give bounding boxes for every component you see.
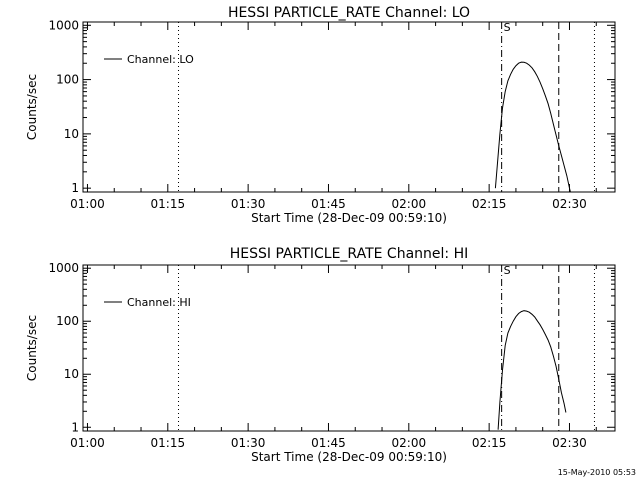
plot-frame (82, 264, 616, 432)
y-tick-label: 100 (56, 73, 79, 87)
event-label: S (504, 264, 511, 277)
y-tick-label: 10 (64, 127, 79, 141)
x-tick-label: 02:00 (392, 197, 427, 211)
x-tick-label: 01:00 (70, 197, 105, 211)
legend-label: Channel: HI (127, 296, 191, 309)
x-tick-label: 01:45 (311, 436, 346, 450)
x-tick-label: 01:45 (311, 197, 346, 211)
y-axis-label: Counts/sec (25, 74, 39, 140)
x-tick-label: 01:15 (151, 436, 186, 450)
chart-panel-lo: HESSI PARTICLE_RATE Channel: LO 01:00 01:1… (25, 5, 616, 225)
y-tick-label: 100 (56, 314, 79, 328)
x-axis-label: Start Time (28-Dec-09 00:59:10) (251, 211, 447, 225)
x-tick-label: 01:30 (231, 197, 266, 211)
y-tick-label: 1 (71, 420, 79, 434)
y-axis-label: Counts/sec (25, 315, 39, 381)
timestamp-footer: 15-May-2010 05:53 (558, 468, 636, 477)
x-tick-label: 01:15 (151, 197, 186, 211)
y-tick-label: 1000 (48, 18, 79, 32)
chart-title: HESSI PARTICLE_RATE Channel: LO (228, 5, 470, 21)
event-label: S (504, 21, 511, 34)
x-tick-label: 02:30 (552, 197, 587, 211)
x-axis-label: Start Time (28-Dec-09 00:59:10) (251, 450, 447, 464)
x-tick-label: 01:30 (231, 436, 266, 450)
x-tick-label: 01:00 (70, 436, 105, 450)
x-tick-label: 02:15 (472, 436, 507, 450)
y-tick-label: 10 (64, 367, 79, 381)
legend-label: Channel: LO (127, 53, 194, 66)
y-tick-label: 1 (71, 181, 79, 195)
y-tick-label: 1000 (48, 261, 79, 275)
series-line (494, 61, 571, 193)
x-tick-label: 02:30 (552, 436, 587, 450)
x-tick-label: 02:15 (472, 197, 507, 211)
chart-panel-hi: HESSI PARTICLE_RATE Channel: HI 01:00 01:1… (25, 246, 616, 464)
x-tick-label: 02:00 (392, 436, 427, 450)
series-line (497, 310, 567, 430)
plot-frame (82, 21, 616, 193)
chart-title: HESSI PARTICLE_RATE Channel: HI (230, 246, 468, 262)
